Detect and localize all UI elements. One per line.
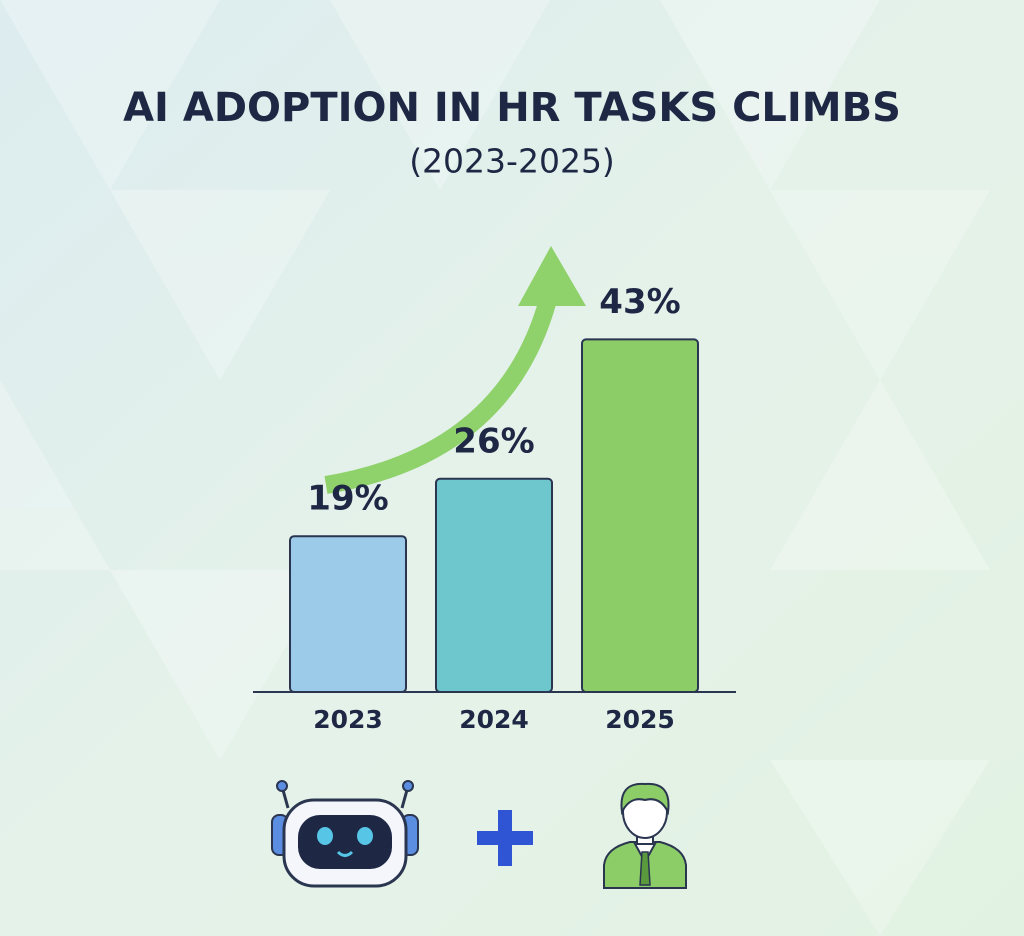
x-tick-label: 2024 xyxy=(459,705,529,734)
x-tick-label: 2023 xyxy=(313,705,383,734)
background-pattern xyxy=(0,0,990,936)
person-icon xyxy=(603,782,687,889)
chart-subtitle: (2023-2025) xyxy=(409,142,615,181)
bar xyxy=(435,477,553,693)
value-label: 19% xyxy=(307,479,388,519)
bar xyxy=(581,338,699,693)
bar xyxy=(289,535,407,694)
trend-arrow xyxy=(324,246,586,494)
value-label: 26% xyxy=(453,421,534,461)
bars: 2023 19% 2024 26% 2025 43% xyxy=(289,282,699,734)
arrow-head xyxy=(518,246,586,306)
value-label: 43% xyxy=(599,282,680,322)
arrow-curve xyxy=(324,297,557,494)
x-tick-label: 2025 xyxy=(605,705,675,734)
chart-title: AI ADOPTION IN HR TASKS CLIMBS xyxy=(123,85,901,131)
plus-icon xyxy=(477,810,533,866)
robot-icon xyxy=(271,780,419,888)
